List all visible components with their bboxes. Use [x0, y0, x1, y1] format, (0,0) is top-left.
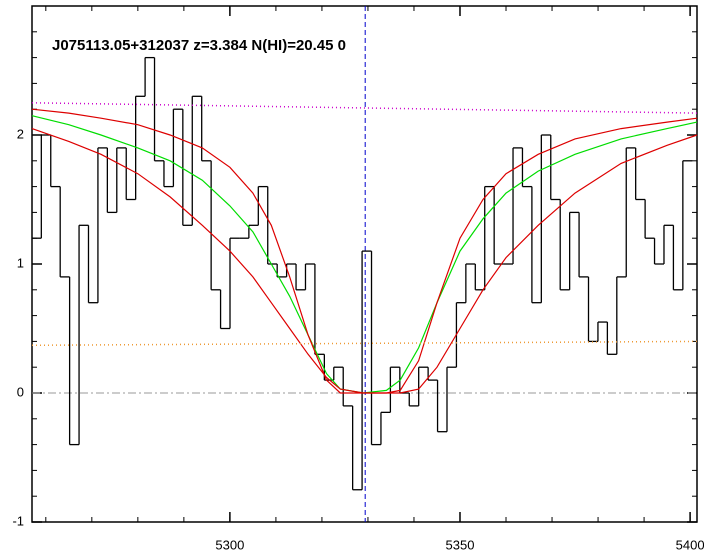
y-tick-label: 1 — [17, 255, 24, 270]
dotted-curve — [31, 340, 698, 347]
chart-title: J075113.05+312037 z=3.384 N(HI)=20.45 0 — [52, 37, 346, 54]
plot-frame — [31, 5, 698, 523]
y-tick-label: -1 — [12, 513, 24, 528]
model-curve — [31, 128, 698, 394]
dotted-curve — [31, 102, 698, 114]
y-tick-label: 2 — [17, 126, 24, 141]
x-tick-label: 5300 — [215, 537, 244, 552]
model-curve — [31, 115, 698, 394]
x-tick-label: 5350 — [446, 537, 475, 552]
model-curve — [31, 108, 698, 394]
x-tick-label: 5400 — [676, 537, 704, 552]
y-tick-label: 0 — [17, 384, 24, 399]
